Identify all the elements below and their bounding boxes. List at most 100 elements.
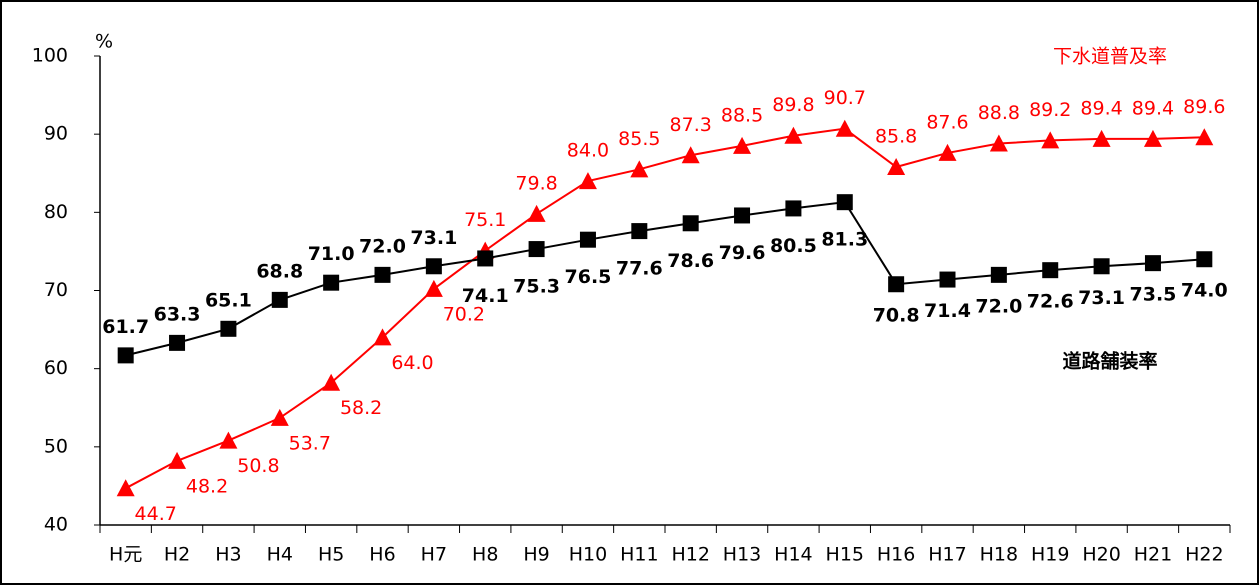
- marker-square: [220, 320, 237, 337]
- marker-square: [271, 291, 288, 308]
- x-tick-label: H16: [877, 544, 915, 566]
- data-label: 88.5: [721, 104, 763, 126]
- marker-square: [579, 231, 596, 248]
- data-label: 89.4: [1132, 97, 1174, 119]
- marker-square: [117, 347, 134, 364]
- data-label: 81.3: [821, 229, 868, 251]
- data-label: 84.0: [567, 140, 609, 162]
- x-tick-label: H11: [620, 544, 658, 566]
- y-tick-label: 100: [32, 45, 68, 67]
- marker-square: [682, 215, 699, 232]
- x-tick-label: H8: [472, 544, 498, 566]
- x-tick-label: H22: [1185, 544, 1223, 566]
- marker-triangle: [784, 126, 803, 144]
- x-tick-label: H10: [569, 544, 607, 566]
- data-label: 89.2: [1029, 99, 1071, 121]
- marker-triangle: [373, 328, 392, 346]
- data-label: 73.1: [410, 227, 457, 249]
- marker-square: [939, 271, 956, 288]
- marker-square: [990, 266, 1007, 283]
- data-label: 48.2: [186, 475, 228, 497]
- marker-square: [1042, 262, 1059, 279]
- marker-triangle: [527, 204, 546, 222]
- data-label: 53.7: [289, 432, 331, 454]
- data-label: 61.7: [102, 316, 149, 338]
- data-label: 74.0: [1181, 280, 1228, 302]
- marker-triangle: [1092, 129, 1111, 147]
- x-tick-label: H元: [109, 544, 142, 566]
- data-label: 74.1: [462, 285, 509, 307]
- marker-square: [169, 334, 186, 351]
- series-line: [125, 127, 1205, 490]
- marker-triangle: [270, 408, 289, 426]
- y-tick-label: 70: [44, 279, 68, 301]
- data-label: 71.4: [924, 300, 971, 322]
- y-unit: %: [95, 31, 113, 53]
- marker-square: [631, 223, 648, 240]
- data-label: 73.5: [1130, 284, 1177, 306]
- marker-triangle: [887, 157, 906, 175]
- data-label: 70.2: [443, 303, 485, 325]
- data-label: 79.8: [515, 172, 557, 194]
- marker-triangle: [168, 451, 187, 469]
- x-tick-label: H5: [318, 544, 344, 566]
- x-tick-label: H19: [1031, 544, 1069, 566]
- data-label: 77.6: [616, 258, 663, 280]
- marker-triangle: [424, 279, 443, 297]
- marker-square: [323, 274, 340, 291]
- marker-square: [734, 207, 751, 224]
- marker-square: [785, 200, 802, 217]
- data-label: 76.5: [565, 266, 612, 288]
- data-label: 75.3: [513, 276, 560, 298]
- series-line: [125, 201, 1205, 357]
- data-label: 65.1: [205, 289, 252, 311]
- data-label: 72.6: [1027, 291, 1074, 313]
- data-label: 87.3: [670, 114, 712, 136]
- x-tick-label: H18: [980, 544, 1018, 566]
- data-label: 88.8: [978, 102, 1020, 124]
- marker-triangle: [681, 146, 700, 164]
- data-label: 68.8: [256, 260, 303, 282]
- marker-triangle: [630, 160, 649, 178]
- marker-triangle: [578, 172, 597, 190]
- data-label: 44.7: [135, 503, 177, 525]
- marker-square: [374, 266, 391, 283]
- marker-triangle: [1195, 128, 1214, 146]
- marker-triangle: [1143, 129, 1162, 147]
- marker-triangle: [835, 119, 854, 137]
- data-label: 89.8: [772, 94, 814, 116]
- marker-square: [836, 194, 853, 211]
- legend-label: 道路舗装率: [1062, 350, 1157, 373]
- x-tick-label: H6: [369, 544, 395, 566]
- y-tick-label: 90: [44, 123, 68, 145]
- x-tick-label: H7: [421, 544, 447, 566]
- marker-square: [528, 241, 545, 258]
- x-tick-label: H20: [1082, 544, 1120, 566]
- marker-square: [425, 258, 442, 275]
- data-label: 72.0: [359, 235, 406, 257]
- data-label: 80.5: [770, 235, 817, 257]
- data-label: 72.0: [975, 295, 1022, 317]
- x-tick-label: H21: [1134, 544, 1172, 566]
- marker-square: [1196, 251, 1213, 268]
- data-label: 78.6: [667, 250, 714, 272]
- data-label: 89.6: [1183, 96, 1225, 118]
- x-tick-label: H17: [928, 544, 966, 566]
- data-label: 85.8: [875, 125, 917, 147]
- y-tick-label: 50: [44, 435, 68, 457]
- marker-square: [477, 250, 494, 267]
- x-tick-label: H15: [826, 544, 864, 566]
- data-label: 85.5: [618, 128, 660, 150]
- marker-square: [888, 276, 905, 293]
- marker-triangle: [219, 431, 238, 449]
- x-tick-label: H13: [723, 544, 761, 566]
- marker-triangle: [733, 136, 752, 154]
- marker-triangle: [989, 134, 1008, 152]
- marker-triangle: [938, 143, 957, 161]
- y-tick-label: 40: [44, 514, 68, 536]
- x-tick-label: H2: [164, 544, 190, 566]
- data-label: 90.7: [824, 87, 866, 109]
- data-label: 87.6: [926, 111, 968, 133]
